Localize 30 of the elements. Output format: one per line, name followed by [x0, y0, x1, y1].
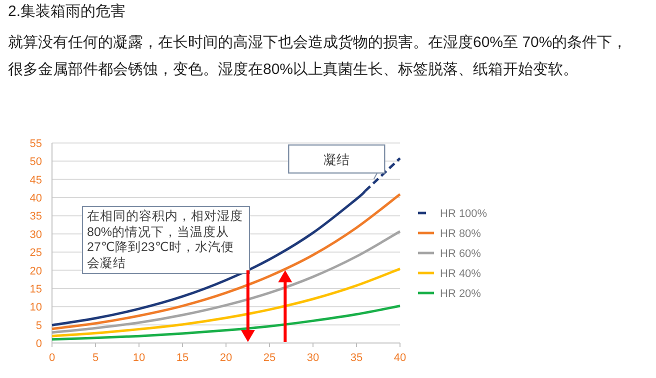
- annotation: 在相同的容积内，相对湿度80%的情况下，当温度从27℃降到23℃时，水汽便会凝结: [82, 206, 250, 274]
- x-tick-label: 15: [176, 352, 189, 364]
- y-tick-label: 35: [30, 210, 42, 223]
- annotation: 凝结: [324, 152, 350, 167]
- y-tick-label: 10: [30, 302, 42, 314]
- x-tick-label: 5: [92, 352, 99, 364]
- y-tick-label: 55: [30, 138, 42, 150]
- y-tick-label: 20: [30, 265, 42, 278]
- x-tick-label: 25: [263, 352, 276, 364]
- legend-label: HR 80%: [440, 228, 482, 240]
- x-tick-label: 30: [306, 352, 320, 364]
- x-tick-label: 0: [48, 352, 56, 364]
- y-tick-label: 15: [30, 283, 42, 296]
- legend-label: HR 20%: [440, 288, 482, 300]
- y-tick-label: 45: [30, 174, 42, 186]
- x-tick-label: 40: [394, 352, 406, 364]
- y-tick-label: 25: [30, 247, 42, 260]
- subtitle: 就算没有任何的凝露，在长时间的高湿下也会造成货物的损害。在湿度60%至 70%的条件下，很多金属部件都会锈蚀，变色。湿度在80%以上真菌生长、标签脱落、纸箱开始变软。: [8, 33, 628, 80]
- title: 2.集装箱雨的危害: [8, 2, 126, 21]
- legend-label: HR 40%: [440, 268, 482, 280]
- x-tick-label: 35: [350, 352, 363, 364]
- y-tick-label: 50: [30, 156, 42, 168]
- legend-label: HR 100%: [440, 208, 488, 220]
- y-tick-label: 0: [36, 338, 42, 350]
- y-tick-label: 40: [30, 192, 42, 205]
- legend-label: HR 60%: [440, 248, 482, 260]
- y-tick-label: 5: [36, 320, 42, 332]
- x-tick-label: 10: [132, 352, 146, 364]
- x-tick-label: 20: [220, 352, 232, 364]
- y-tick-label: 30: [30, 228, 42, 241]
